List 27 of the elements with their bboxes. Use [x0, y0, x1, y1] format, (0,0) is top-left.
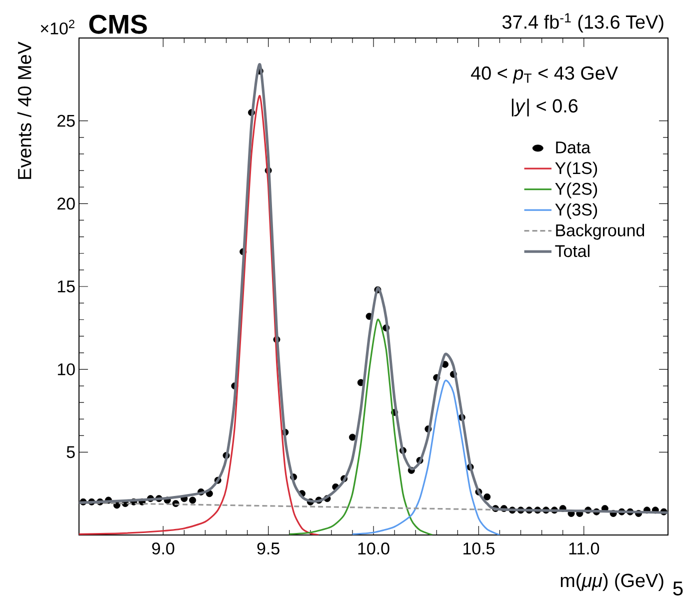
legend-label: Υ(1S): [555, 162, 598, 178]
legend-label: Υ(3S): [555, 203, 598, 219]
legend-label: Total: [555, 244, 590, 258]
legend-label: Data: [556, 142, 591, 154]
x-axis-title: m(μμ) (GeV): [560, 573, 664, 591]
x-tick-label: 9.0: [152, 542, 174, 555]
legend-label: Υ(2S): [555, 182, 598, 198]
annotation: |y| < 0.6: [512, 98, 578, 116]
chart-subtitle: 37.4 fb$^{-1}$ (13.6 TeV): [502, 13, 664, 32]
y-tick-label: 10: [58, 363, 75, 376]
y-tick-label: 15: [58, 280, 75, 292]
y-tick-label: 25: [58, 114, 75, 127]
annotation: 40 < p$_{T}$ < 43 GeV: [470, 66, 618, 84]
chart-title: CMS: [89, 14, 147, 34]
line-series: [288, 318, 434, 535]
x-tick-label: 9.5: [257, 542, 280, 555]
x-tick-label: 10.0: [358, 542, 390, 555]
legend-label: Background: [556, 224, 644, 240]
line-series: [352, 380, 501, 535]
x-tick-label: 11.0: [569, 542, 600, 555]
y-axis-title: Events / 40 MeV: [17, 42, 32, 179]
x-tick-label: 10.5: [463, 542, 494, 555]
line-series: [79, 95, 320, 535]
text: 5: [673, 582, 683, 596]
y-tick-label: 5: [66, 446, 75, 458]
y-tick-label: 20: [58, 198, 75, 210]
text: ×10$^{2}$: [40, 20, 74, 34]
